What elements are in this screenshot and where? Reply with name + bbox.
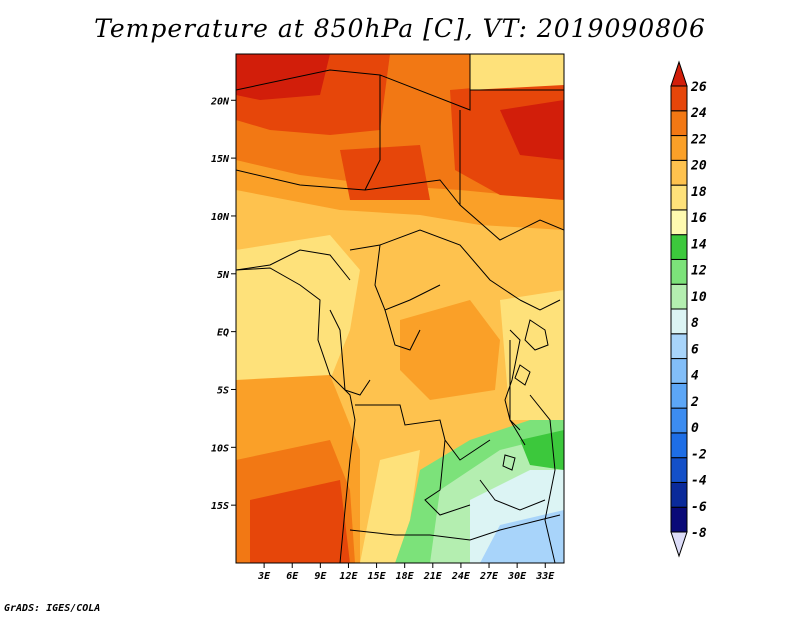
lon-tick-label: 33E: [535, 571, 555, 582]
colorbar-box: [670, 407, 688, 434]
colorbar-box: [670, 159, 688, 186]
colorbar-min-triangle: [670, 531, 688, 558]
map-title: Temperature at 850hPa [C], VT: 201909080…: [94, 14, 706, 43]
lon-tick-label: 24E: [451, 571, 471, 582]
colorbar-box: [670, 234, 688, 260]
colorbar-box: [670, 85, 688, 112]
colorbar-label: 20: [690, 159, 707, 174]
grads-credit: GrADS: IGES/COLA: [4, 603, 101, 614]
lon-tick-label: 27E: [479, 571, 499, 582]
map-frame: [235, 53, 565, 564]
latitude-axis: 20N 15N 10N 5N EQ 5S 10S 15S: [210, 96, 236, 512]
lat-tick-label: 15N: [211, 154, 230, 165]
lon-tick-label: 21E: [423, 571, 443, 582]
lon-tick-label: 15E: [368, 571, 387, 582]
colorbar-box: [670, 506, 688, 533]
colorbar-box: [670, 184, 688, 211]
longitude-axis: 3E 6E 9E 12E 15E 18E 21E 24E 27E 30E 33E: [257, 563, 555, 582]
colorbar-label: 16: [691, 211, 707, 226]
colorbar-label: 8: [691, 316, 699, 331]
colorbar-label: -8: [691, 526, 707, 541]
lat-tick-label: 10S: [211, 443, 229, 454]
lon-tick-label: 6E: [286, 571, 299, 582]
lon-tick-label: 30E: [507, 571, 527, 582]
lat-tick-label: 5S: [217, 385, 229, 396]
colorbar-box: [670, 258, 688, 285]
temperature-field: [236, 54, 564, 563]
colorbar-box: [670, 481, 688, 508]
lon-tick-label: 9E: [314, 571, 327, 582]
lat-tick-label: 10N: [211, 212, 230, 223]
colorbar-label: 24: [690, 106, 707, 121]
colorbar-box: [670, 209, 688, 236]
colorbar-box: [670, 333, 688, 360]
colorbar-label: 0: [691, 421, 699, 436]
lon-tick-label: 3E: [257, 571, 271, 582]
colorbar-label: 22: [690, 132, 707, 147]
colorbar-label: -6: [691, 500, 707, 515]
colorbar-box: [670, 283, 688, 310]
lat-tick-label: EQ: [217, 328, 229, 339]
colorbar-box: [670, 308, 688, 335]
coastline: [236, 267, 549, 563]
colorbar-label: 12: [691, 264, 707, 279]
colorbar-label: 18: [691, 185, 707, 200]
colorbar-label: -2: [691, 447, 707, 462]
colorbar-box: [670, 110, 688, 137]
colorbar-label: 6: [691, 342, 699, 357]
colorbar-label: 4: [691, 369, 699, 384]
colorbar-box: [670, 382, 688, 409]
colorbar-label: 10: [691, 290, 707, 305]
colorbar-box: [670, 358, 688, 384]
colorbar-label: 2: [690, 395, 699, 410]
lat-tick-label: 5N: [217, 270, 230, 281]
colorbar-box: [670, 135, 688, 161]
colorbar-max-triangle: [670, 60, 688, 87]
colorbar-label: -4: [691, 474, 707, 489]
colorbar-box: [670, 457, 688, 483]
lon-tick-label: 18E: [396, 571, 415, 582]
lat-tick-label: 20N: [210, 96, 230, 107]
colorbar-label: 14: [691, 237, 707, 252]
lat-tick-label: 15S: [211, 501, 229, 512]
colorbar-label: 26: [690, 80, 707, 95]
lon-tick-label: 12E: [339, 571, 358, 582]
colorbar-box: [670, 432, 688, 459]
